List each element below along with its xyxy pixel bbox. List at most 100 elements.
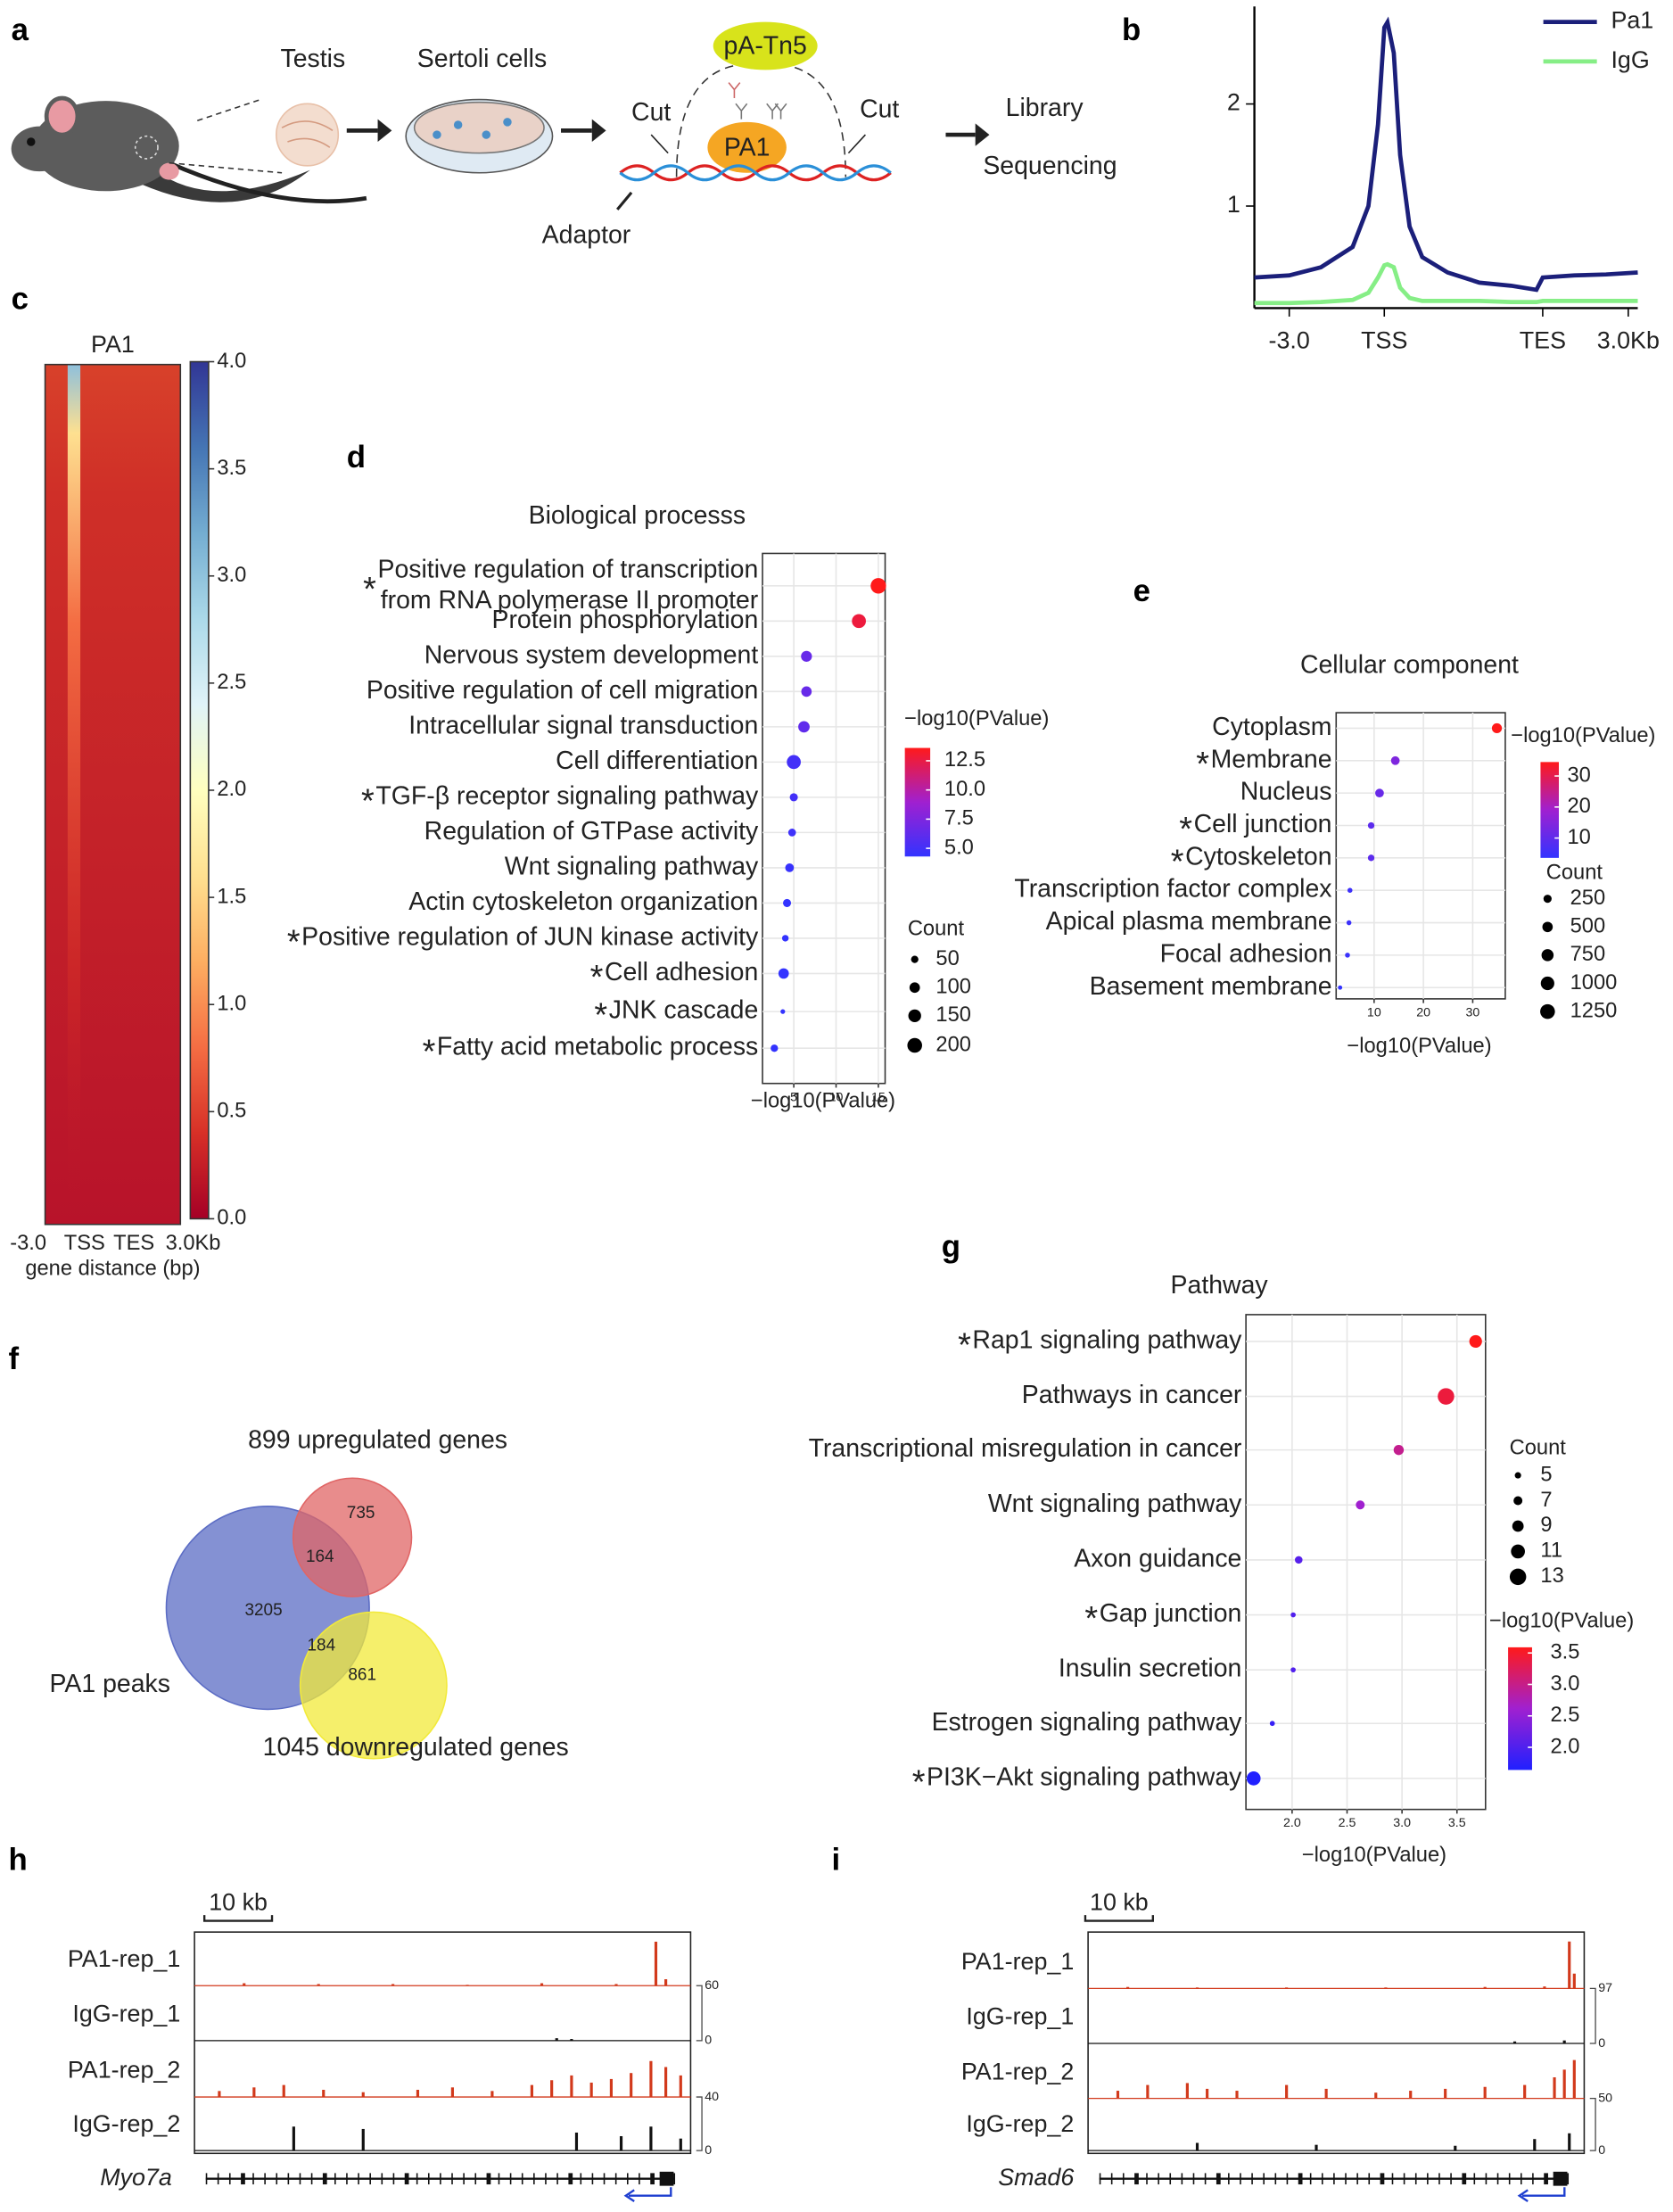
gene-exon: [521, 2173, 523, 2185]
dot: [1356, 1500, 1365, 1510]
panel-label: f: [8, 1342, 19, 1376]
gene-exon: [1520, 2173, 1522, 2185]
panel-label: e: [1133, 574, 1150, 608]
gene-exon: [427, 2173, 430, 2185]
panel-label: h: [8, 1843, 27, 1877]
star-marker: *: [1196, 746, 1209, 783]
dot: [801, 650, 812, 662]
size-legend-dot: [1514, 1472, 1521, 1479]
color-bar: [904, 747, 931, 857]
gene-exon: [1286, 2173, 1289, 2185]
gene-exon: [1380, 2173, 1385, 2185]
arrow: [847, 134, 866, 154]
color-tick-label: 3.0: [1551, 1672, 1580, 1696]
gene-exon: [626, 2173, 629, 2185]
legend-label: IgG: [1611, 46, 1649, 73]
gene-exon: [369, 2173, 371, 2185]
gene-exon: [1438, 2173, 1440, 2185]
track-peak: [1285, 1987, 1289, 1989]
star-marker: *: [361, 782, 375, 820]
star-marker: *: [363, 571, 376, 608]
size-legend-dot: [907, 1037, 922, 1053]
heatmap-tss-signal: [67, 364, 81, 1225]
track-label: PA1-rep_2: [961, 2058, 1074, 2084]
gene-exon: [533, 2173, 535, 2185]
gene-exon: [1099, 2173, 1101, 2185]
gene-exon: [568, 2173, 573, 2185]
color-legend-title: −log10(PValue): [904, 707, 1049, 730]
dot: [780, 1009, 786, 1014]
track-peak: [654, 1941, 658, 1986]
track-peak: [570, 2039, 573, 2041]
gene-exon: [1251, 2173, 1253, 2185]
gene-exon: [1485, 2173, 1488, 2185]
x-tick-label: -3.0: [1269, 326, 1310, 353]
gene-exon: [1414, 2173, 1417, 2185]
gene-exon: [346, 2173, 348, 2185]
star-marker: *: [594, 997, 607, 1035]
range-label: 60: [705, 1978, 719, 1993]
color-tick-label: 20: [1567, 795, 1590, 818]
gene-exon: [1274, 2173, 1277, 2185]
track-peak: [1572, 1973, 1576, 1989]
range-bracket: [696, 1985, 703, 2042]
x-axis-label: −log10(PValue): [1347, 1035, 1491, 1058]
color-tick-label: 10.0: [944, 778, 985, 801]
y-category-label: Transcriptional misregulation in cancer: [809, 1434, 1242, 1463]
mouse-tail: [168, 161, 367, 204]
mouse-ear: [44, 95, 80, 137]
arrow: [616, 191, 633, 210]
y-category-label: Insulin secretion: [1059, 1655, 1242, 1683]
venn-count: 861: [348, 1666, 376, 1685]
track-peak: [555, 2038, 558, 2041]
size-legend-dot: [1509, 1568, 1527, 1586]
antibody: [735, 103, 787, 120]
gene-exon: [1567, 2173, 1570, 2185]
track-peak: [630, 2073, 633, 2098]
gene-exon: [509, 2173, 512, 2185]
dish-cells: [413, 101, 545, 154]
track-peak: [1116, 2091, 1120, 2099]
gene-exon: [1309, 2173, 1312, 2185]
dot: [789, 793, 798, 802]
venn-set-label: PA1 peaks: [50, 1670, 170, 1698]
strand-arrow-head: [623, 2189, 635, 2202]
dot: [1347, 887, 1353, 893]
gene-exon: [1333, 2173, 1335, 2185]
y-category-label: Gap junction: [1100, 1599, 1242, 1628]
size-legend-label: 11: [1540, 1539, 1562, 1563]
track-frame: [194, 1931, 692, 2155]
track-peak: [679, 2075, 682, 2098]
series-line: [1254, 261, 1638, 306]
gene-exon: [1356, 2173, 1358, 2185]
color-legend-title: −log10(PValue): [1489, 1610, 1634, 1633]
track-peak: [416, 2089, 420, 2098]
enzyme-oval: [713, 21, 818, 70]
range-bracket: [1589, 1987, 1596, 2044]
range-label: 97: [1598, 1981, 1612, 1995]
star-marker: *: [590, 959, 604, 996]
x-tick-label: -3.0: [10, 1232, 46, 1255]
gene-exon: [416, 2173, 418, 2185]
testis-detail: [281, 120, 334, 148]
size-legend-dot: [1542, 921, 1554, 933]
x-axis-label: −log10(PValue): [751, 1090, 895, 1113]
mouse-tail: [141, 169, 310, 202]
protein-oval: [707, 121, 787, 173]
gene-exon: [1263, 2173, 1265, 2185]
track-peak: [679, 2138, 682, 2151]
y-category-label: Nervous system development: [424, 640, 759, 669]
gene-exon: [1216, 2173, 1221, 2185]
gene-exon: [1122, 2173, 1125, 2185]
gene-exon: [1110, 2173, 1113, 2185]
gene-exon: [252, 2173, 254, 2185]
dot: [787, 829, 796, 837]
track-peak: [252, 2087, 256, 2098]
size-legend-title: Count: [1510, 1436, 1567, 1459]
venn-count: 735: [347, 1504, 375, 1523]
plot-frame: [1335, 712, 1506, 1000]
mouse-organ: [159, 162, 179, 180]
track-peak: [1206, 2088, 1209, 2099]
y-category-label: Nucleus: [1240, 778, 1332, 806]
track-peak: [1126, 1986, 1130, 1989]
